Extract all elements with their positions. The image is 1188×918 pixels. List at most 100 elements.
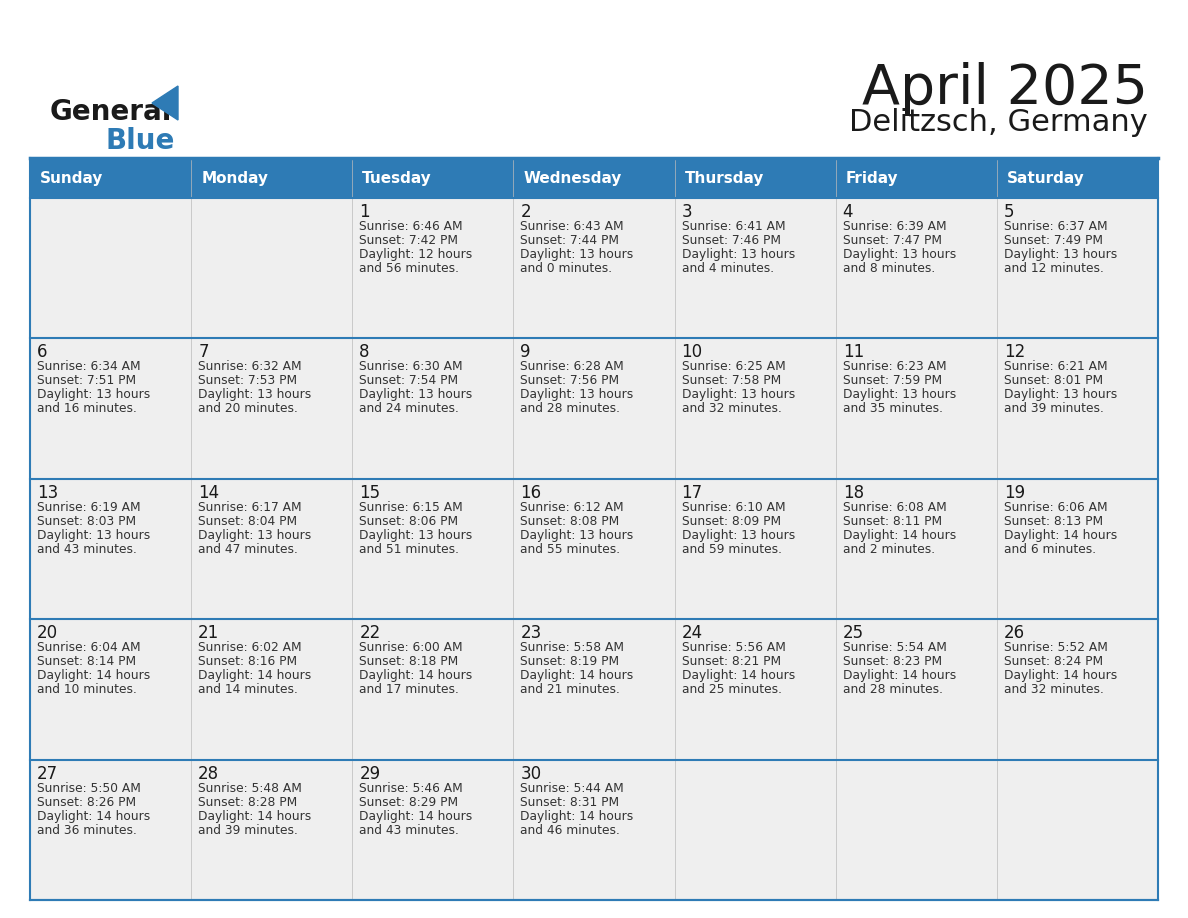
Text: Sunset: 8:11 PM: Sunset: 8:11 PM	[842, 515, 942, 528]
Text: Daylight: 13 hours: Daylight: 13 hours	[682, 529, 795, 542]
Bar	[30, 198, 191, 339]
Text: Sunset: 8:31 PM: Sunset: 8:31 PM	[520, 796, 620, 809]
Text: Sunset: 8:26 PM: Sunset: 8:26 PM	[37, 796, 137, 809]
Text: Sunset: 8:09 PM: Sunset: 8:09 PM	[682, 515, 781, 528]
Bar	[675, 479, 835, 620]
Text: Tuesday: Tuesday	[362, 171, 432, 185]
Text: Sunset: 7:46 PM: Sunset: 7:46 PM	[682, 234, 781, 247]
Text: Sunrise: 6:39 AM: Sunrise: 6:39 AM	[842, 220, 947, 233]
Bar	[675, 198, 835, 339]
Text: Sunset: 7:54 PM: Sunset: 7:54 PM	[359, 375, 459, 387]
Bar	[191, 339, 353, 479]
Bar	[835, 759, 997, 900]
Text: 24: 24	[682, 624, 702, 643]
Text: and 47 minutes.: and 47 minutes.	[198, 543, 298, 555]
Text: and 28 minutes.: and 28 minutes.	[842, 683, 943, 696]
Text: Sunset: 7:59 PM: Sunset: 7:59 PM	[842, 375, 942, 387]
Text: 12: 12	[1004, 343, 1025, 362]
Text: General: General	[50, 98, 172, 126]
Text: Sunset: 8:06 PM: Sunset: 8:06 PM	[359, 515, 459, 528]
Text: 27: 27	[37, 765, 58, 783]
Text: Sunrise: 5:58 AM: Sunrise: 5:58 AM	[520, 641, 625, 655]
Text: 25: 25	[842, 624, 864, 643]
Text: Sunset: 7:42 PM: Sunset: 7:42 PM	[359, 234, 459, 247]
Text: Sunrise: 6:32 AM: Sunrise: 6:32 AM	[198, 361, 302, 374]
Text: Daylight: 14 hours: Daylight: 14 hours	[520, 669, 633, 682]
Text: Sunrise: 6:02 AM: Sunrise: 6:02 AM	[198, 641, 302, 655]
Text: 13: 13	[37, 484, 58, 502]
Text: Sunrise: 6:19 AM: Sunrise: 6:19 AM	[37, 501, 140, 514]
Text: 8: 8	[359, 343, 369, 362]
Text: Daylight: 13 hours: Daylight: 13 hours	[682, 388, 795, 401]
Text: Sunrise: 6:21 AM: Sunrise: 6:21 AM	[1004, 361, 1107, 374]
Text: 5: 5	[1004, 203, 1015, 221]
Text: 2: 2	[520, 203, 531, 221]
Text: Daylight: 14 hours: Daylight: 14 hours	[682, 669, 795, 682]
Text: 18: 18	[842, 484, 864, 502]
Bar	[513, 479, 675, 620]
Text: and 20 minutes.: and 20 minutes.	[198, 402, 298, 416]
Text: Sunrise: 6:12 AM: Sunrise: 6:12 AM	[520, 501, 624, 514]
Text: Sunset: 8:14 PM: Sunset: 8:14 PM	[37, 655, 137, 668]
Text: Daylight: 14 hours: Daylight: 14 hours	[1004, 669, 1117, 682]
Bar	[30, 339, 191, 479]
Text: Friday: Friday	[846, 171, 898, 185]
Text: Sunrise: 6:43 AM: Sunrise: 6:43 AM	[520, 220, 624, 233]
Text: Blue: Blue	[105, 127, 175, 155]
Text: 10: 10	[682, 343, 702, 362]
Bar	[191, 759, 353, 900]
Text: and 43 minutes.: and 43 minutes.	[359, 823, 459, 836]
Text: Sunset: 8:28 PM: Sunset: 8:28 PM	[198, 796, 297, 809]
Text: Daylight: 13 hours: Daylight: 13 hours	[842, 248, 956, 261]
Text: and 35 minutes.: and 35 minutes.	[842, 402, 943, 416]
Bar	[191, 620, 353, 759]
Text: 30: 30	[520, 765, 542, 783]
Bar	[675, 620, 835, 759]
Text: Sunset: 8:04 PM: Sunset: 8:04 PM	[198, 515, 297, 528]
Text: Daylight: 14 hours: Daylight: 14 hours	[1004, 529, 1117, 542]
Text: Daylight: 13 hours: Daylight: 13 hours	[37, 388, 150, 401]
Text: Daylight: 13 hours: Daylight: 13 hours	[198, 388, 311, 401]
Text: Sunset: 8:18 PM: Sunset: 8:18 PM	[359, 655, 459, 668]
Text: Sunrise: 6:15 AM: Sunrise: 6:15 AM	[359, 501, 463, 514]
Text: and 39 minutes.: and 39 minutes.	[198, 823, 298, 836]
Bar	[353, 198, 513, 339]
Text: and 32 minutes.: and 32 minutes.	[1004, 683, 1104, 696]
Text: and 55 minutes.: and 55 minutes.	[520, 543, 620, 555]
Text: 23: 23	[520, 624, 542, 643]
Text: Sunrise: 6:08 AM: Sunrise: 6:08 AM	[842, 501, 947, 514]
Text: and 17 minutes.: and 17 minutes.	[359, 683, 459, 696]
Text: Daylight: 14 hours: Daylight: 14 hours	[520, 810, 633, 823]
Text: Daylight: 13 hours: Daylight: 13 hours	[359, 388, 473, 401]
Text: Sunset: 8:08 PM: Sunset: 8:08 PM	[520, 515, 620, 528]
Text: Daylight: 13 hours: Daylight: 13 hours	[520, 248, 633, 261]
Bar	[997, 198, 1158, 339]
Text: Sunset: 7:49 PM: Sunset: 7:49 PM	[1004, 234, 1102, 247]
Bar	[30, 158, 1158, 198]
Bar	[835, 620, 997, 759]
Text: Sunrise: 5:52 AM: Sunrise: 5:52 AM	[1004, 641, 1107, 655]
Bar	[353, 479, 513, 620]
Text: 29: 29	[359, 765, 380, 783]
Text: Sunrise: 6:17 AM: Sunrise: 6:17 AM	[198, 501, 302, 514]
Text: and 46 minutes.: and 46 minutes.	[520, 823, 620, 836]
Text: and 6 minutes.: and 6 minutes.	[1004, 543, 1097, 555]
Text: and 14 minutes.: and 14 minutes.	[198, 683, 298, 696]
Text: Saturday: Saturday	[1007, 171, 1085, 185]
Text: Sunset: 7:47 PM: Sunset: 7:47 PM	[842, 234, 942, 247]
Text: and 2 minutes.: and 2 minutes.	[842, 543, 935, 555]
Bar	[191, 198, 353, 339]
Text: Sunrise: 6:41 AM: Sunrise: 6:41 AM	[682, 220, 785, 233]
Bar	[835, 198, 997, 339]
Text: Daylight: 13 hours: Daylight: 13 hours	[842, 388, 956, 401]
Text: Daylight: 14 hours: Daylight: 14 hours	[37, 810, 150, 823]
Text: 19: 19	[1004, 484, 1025, 502]
Text: 21: 21	[198, 624, 220, 643]
Bar	[513, 339, 675, 479]
Text: Daylight: 14 hours: Daylight: 14 hours	[842, 669, 956, 682]
Text: 4: 4	[842, 203, 853, 221]
Text: 14: 14	[198, 484, 220, 502]
Text: Sunset: 8:19 PM: Sunset: 8:19 PM	[520, 655, 620, 668]
Text: Sunrise: 5:56 AM: Sunrise: 5:56 AM	[682, 641, 785, 655]
Text: Sunset: 8:29 PM: Sunset: 8:29 PM	[359, 796, 459, 809]
